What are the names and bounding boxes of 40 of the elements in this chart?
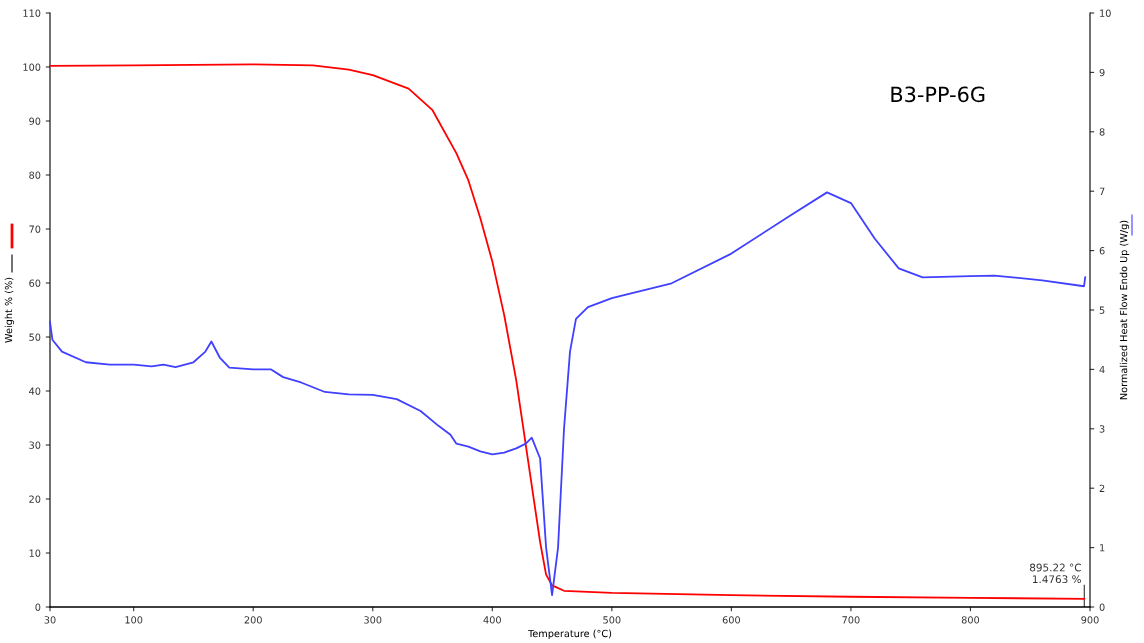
y2-tick-label: 1 [1100, 544, 1105, 552]
x-tick-label: 300 [364, 616, 382, 624]
line-series [49, 191, 1087, 597]
y-tick-label: 90 [29, 117, 41, 125]
line-series [49, 63, 1086, 600]
y2-axis-title: Normalized Heat Flow Endo Up (W/g) [1119, 220, 1130, 400]
x-tick-label: 600 [722, 616, 741, 624]
y-tick-label: 50 [29, 333, 41, 341]
annotation: 895.22 °C 1.4763 % [1029, 563, 1081, 584]
x-tick-label: 500 [603, 616, 621, 624]
y2-tick-label: 2 [1099, 484, 1105, 492]
y-tick-label: 40 [29, 387, 41, 395]
x-axis-title: Temperature (°C) [528, 629, 612, 640]
x-tick-label: 400 [483, 616, 501, 624]
y2-tick-label: 8 [1099, 128, 1105, 136]
y2-tick-label: 4 [1099, 366, 1105, 374]
y2-tick-label: 0 [1099, 603, 1105, 611]
x-tick-label: 700 [842, 616, 860, 624]
y-tick-label: 70 [29, 225, 41, 233]
x-tick-label: 900 [1081, 616, 1099, 624]
x-tick-label: 100 [125, 616, 143, 624]
y2-tick-label: 5 [1099, 306, 1105, 314]
y2-tick-label: 9 [1099, 68, 1105, 77]
y-tick-label: 20 [29, 495, 41, 503]
y-tick-label: 30 [29, 441, 41, 449]
y-tick-label: 60 [29, 279, 41, 287]
y2-tick-label: 7 [1099, 187, 1105, 195]
x-tick-label: 30 [44, 616, 56, 624]
text: B3-PP-6G [891, 86, 985, 103]
x-tick-label: 200 [244, 616, 262, 624]
y2-tick-label: 6 [1099, 247, 1105, 255]
y2-tick-label: 10 [1100, 9, 1111, 17]
y-tick-label: 110 [23, 9, 41, 17]
y-tick-label: 0 [35, 603, 41, 611]
y2-tick-label: 3 [1099, 425, 1105, 433]
x-tick-label: 800 [961, 616, 980, 624]
y-axis-title: Weight % (%) [4, 277, 15, 343]
y-tick-label: 80 [29, 171, 41, 179]
y-tick-label: 10 [29, 549, 41, 557]
y-tick-label: 100 [23, 63, 41, 71]
